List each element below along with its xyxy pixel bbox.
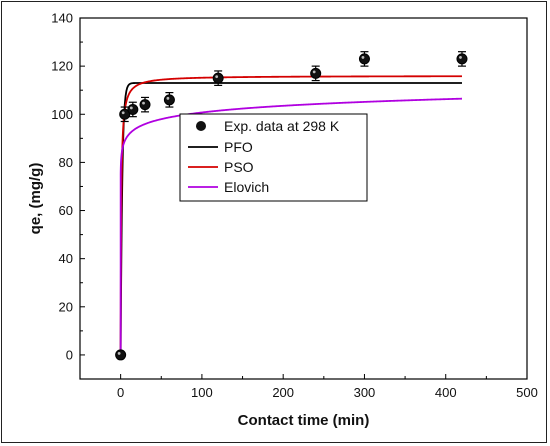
legend-marker-exp [196, 121, 206, 131]
y-tick-label: 40 [59, 251, 73, 266]
data-point-highlight [312, 70, 316, 74]
data-point [163, 94, 175, 106]
model-curves [119, 75, 463, 355]
x-tick-label: 200 [272, 385, 294, 400]
curve-elovich [119, 97, 463, 355]
y-tick-label: 80 [59, 155, 73, 170]
legend-label-exp: Exp. data at 298 K [224, 118, 340, 134]
plot-area-border [79, 17, 528, 380]
y-tick-label: 20 [59, 299, 73, 314]
x-ticks: 0 100 200 300 400 500 [79, 374, 538, 400]
data-point [139, 99, 151, 111]
y-tick-label: 60 [59, 203, 73, 218]
data-point [115, 349, 127, 361]
data-point-highlight [129, 106, 133, 110]
y-ticks: 0 20 40 60 80 100 120 140 [51, 11, 85, 380]
legend-label-pfo: PFO [224, 139, 253, 155]
legend: Exp. data at 298 K PFO PSO Elovich [179, 113, 368, 202]
y-tick-label: 100 [51, 107, 73, 122]
x-tick-label: 300 [354, 385, 376, 400]
data-point-highlight [142, 101, 145, 105]
data-point [358, 53, 370, 65]
axes [79, 17, 528, 380]
y-axis-title: qe, (mg/g) [27, 163, 44, 235]
data-point [119, 108, 131, 120]
y-tick-label: 0 [66, 347, 73, 362]
experimental-points [115, 51, 468, 361]
curve-pso [119, 75, 462, 355]
x-tick-label: 400 [435, 385, 457, 400]
x-tick-label: 500 [516, 385, 538, 400]
x-axis-title: Contact time (min) [238, 412, 370, 429]
data-point [310, 67, 322, 79]
x-tick-label: 0 [117, 385, 124, 400]
data-point-highlight [361, 56, 365, 59]
x-tick-label: 100 [191, 385, 213, 400]
y-tick-label: 120 [51, 59, 73, 74]
y-tick-label: 140 [51, 11, 73, 26]
data-point-highlight [166, 96, 170, 100]
data-point-highlight [215, 75, 219, 79]
legend-label-pso: PSO [224, 159, 254, 175]
data-point [212, 72, 224, 84]
data-point-highlight [117, 352, 121, 355]
data-point [456, 53, 468, 65]
data-point-highlight [121, 111, 125, 115]
data-point [127, 103, 139, 115]
data-point-highlight [459, 56, 462, 59]
legend-label-elovich: Elovich [224, 179, 269, 195]
curve-pfo [119, 82, 462, 355]
